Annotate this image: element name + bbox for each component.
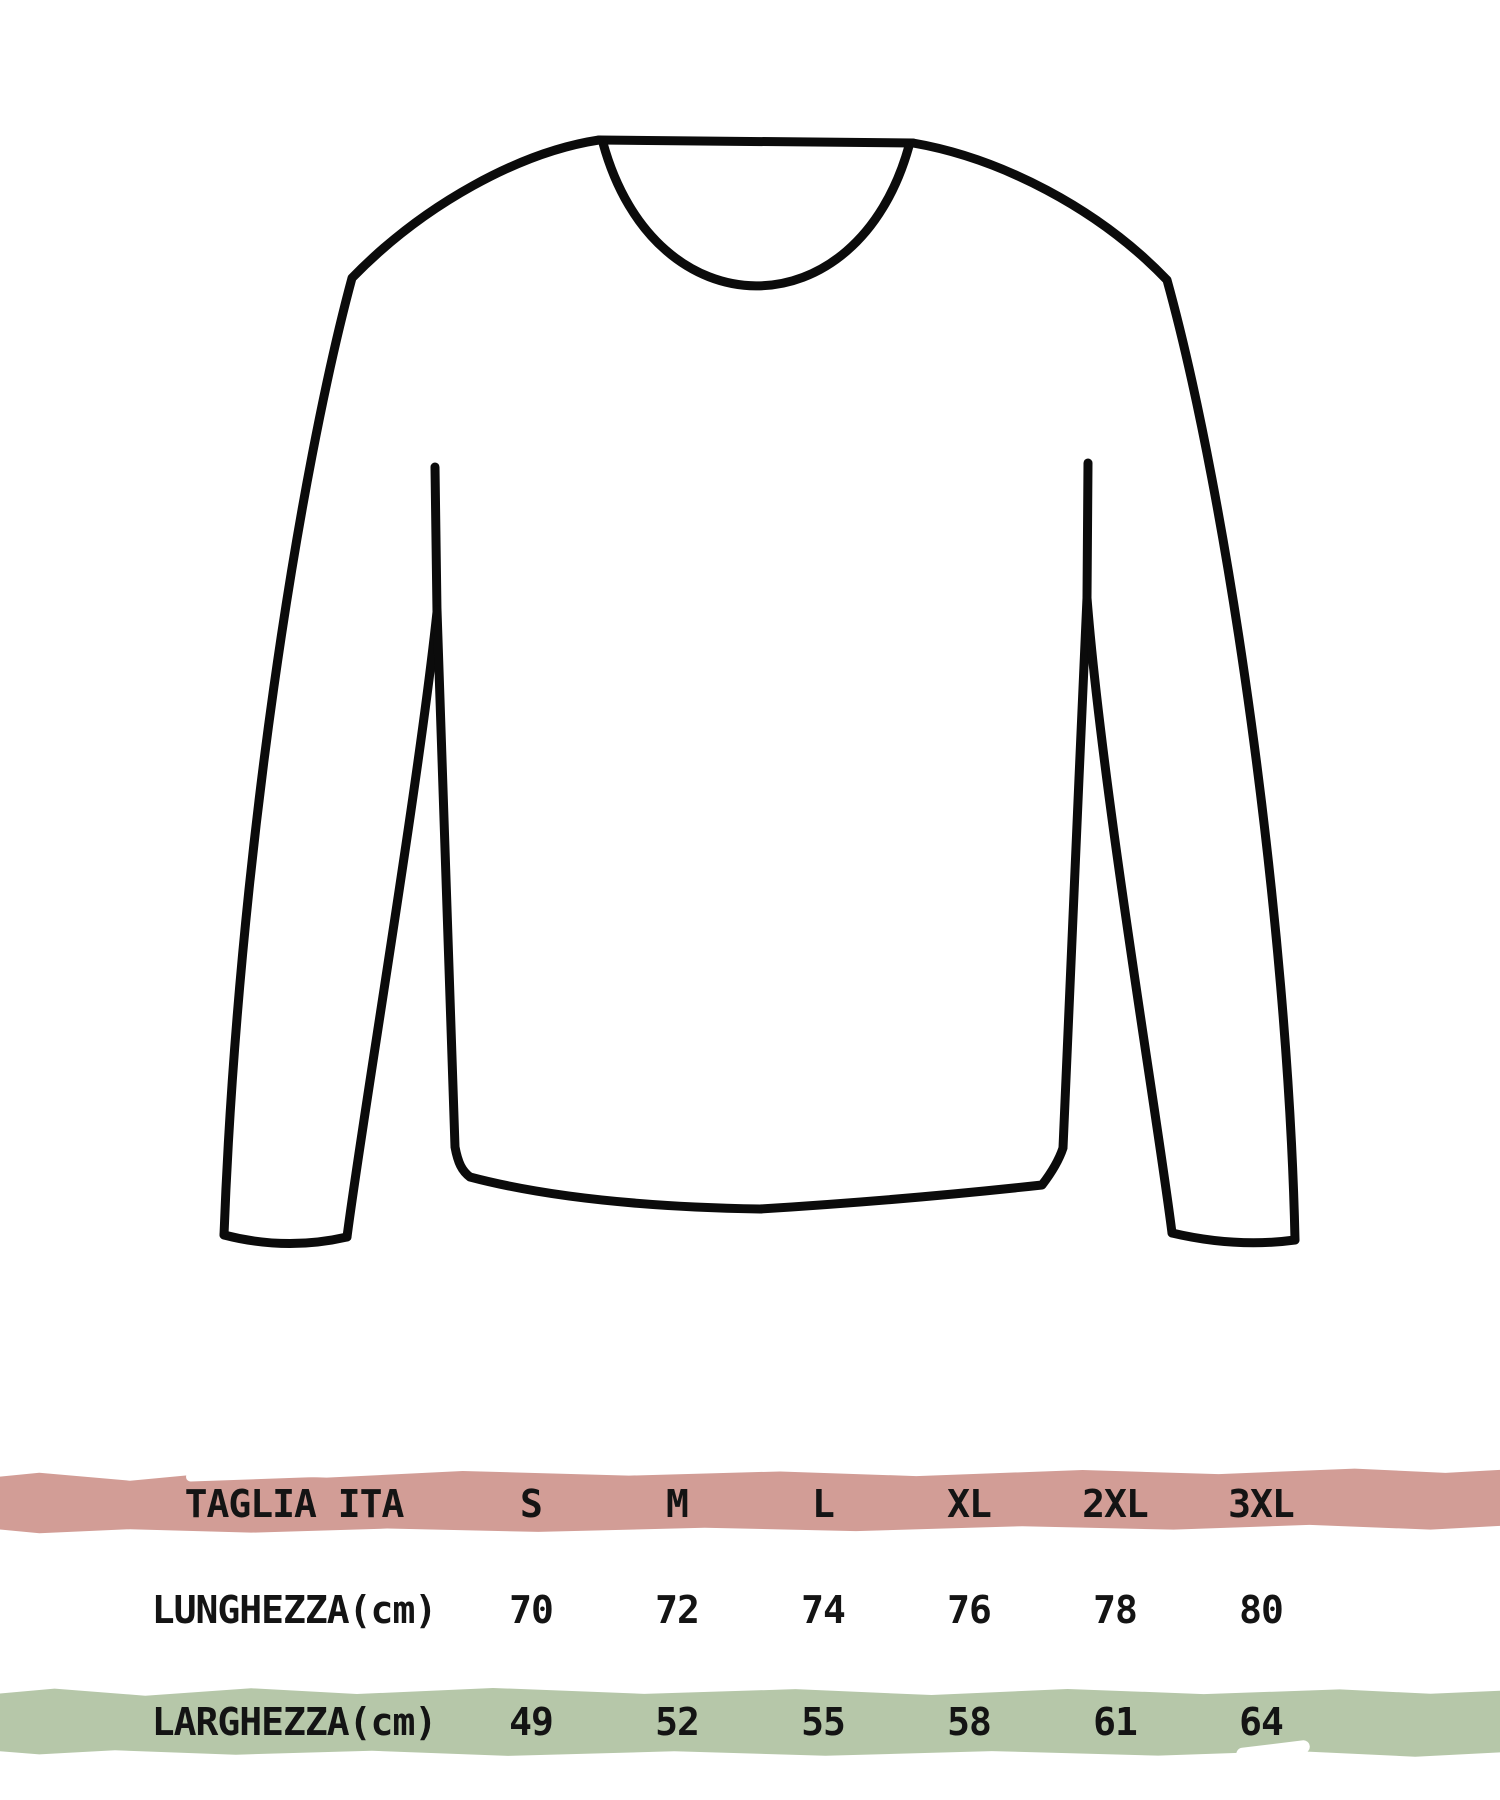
width-value-xl: 58 — [947, 1700, 992, 1744]
header-label: TAGLIA ITA — [184, 1482, 405, 1526]
length-row-label: LUNGHEZZA(cm) — [151, 1588, 437, 1632]
size-column-2xl: 2XL — [1082, 1482, 1149, 1526]
right-shoulder-and-outer-sleeve — [908, 138, 1300, 1245]
shirt-illustration — [219, 135, 1300, 1248]
size-column-s: S — [520, 1482, 543, 1526]
width-row-label: LARGHEZZA(cm) — [151, 1700, 437, 1744]
length-value-2xl: 78 — [1093, 1588, 1138, 1632]
left-cuff — [219, 1230, 352, 1248]
length-value-s: 70 — [509, 1588, 554, 1632]
width-row: LARGHEZZA(cm) 49 52 55 58 61 64 — [0, 1696, 1500, 1748]
width-value-3xl: 64 — [1239, 1700, 1284, 1744]
neck-scoop-curve — [598, 138, 914, 291]
length-value-3xl: 80 — [1239, 1588, 1284, 1632]
size-column-3xl: 3XL — [1228, 1482, 1295, 1526]
right-inner-sleeve-seam — [1082, 458, 1177, 1238]
width-value-m: 52 — [655, 1700, 700, 1744]
size-column-xl: XL — [947, 1482, 992, 1526]
width-value-2xl: 61 — [1093, 1700, 1138, 1744]
length-value-xl: 76 — [947, 1588, 992, 1632]
width-value-s: 49 — [509, 1700, 554, 1744]
length-value-l: 74 — [801, 1588, 846, 1632]
size-chart-header-row: TAGLIA ITA S M L XL 2XL 3XL — [0, 1478, 1500, 1530]
size-column-m: M — [666, 1482, 689, 1526]
left-shoulder-and-outer-sleeve — [219, 135, 604, 1240]
length-value-m: 72 — [655, 1588, 700, 1632]
size-column-l: L — [812, 1482, 835, 1526]
length-row: LUNGHEZZA(cm) 70 72 74 76 78 80 — [0, 1584, 1500, 1636]
width-value-l: 55 — [801, 1700, 846, 1744]
right-cuff — [1167, 1228, 1300, 1248]
neck-top-line — [594, 135, 918, 148]
left-inner-sleeve-seam — [342, 462, 442, 1242]
body-outline — [432, 593, 1092, 1214]
shirt-outline-drawing — [219, 135, 1300, 1248]
